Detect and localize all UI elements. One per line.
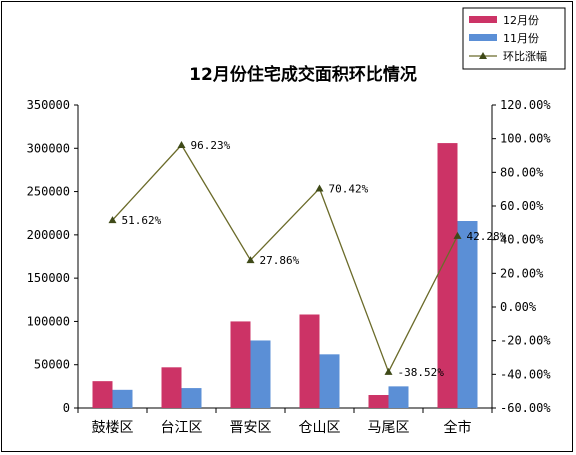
y-tick-label-left: 250000 [27,185,70,199]
y-tick-label-left: 150000 [27,271,70,285]
y-tick-label-left: 350000 [27,98,70,112]
y-tick-label-right: 60.00% [500,199,544,213]
y-tick-label-left: 100000 [27,314,70,328]
bar-current [230,321,251,408]
legend-swatch [469,16,497,23]
y-tick-label-left: 200000 [27,228,70,242]
y-tick-label-right: 120.00% [500,98,551,112]
line-marker [108,216,117,224]
line-marker [315,184,324,192]
data-label: 70.42% [329,182,369,195]
y-tick-label-left: 50000 [34,358,70,372]
line-marker [246,256,255,264]
bar-previous [112,389,133,408]
legend-marker [479,52,487,59]
y-tick-label-right: 0.00% [500,300,537,314]
chart-title: 12月份住宅成交面积环比情况 [189,64,417,85]
x-tick-label: 马尾区 [368,420,410,436]
data-label: -38.52% [398,366,445,379]
x-tick-label: 全市 [444,419,472,436]
bar-previous [319,354,340,408]
y-tick-label-right: 80.00% [500,165,544,179]
y-tick-label-right: -60.00% [500,401,551,415]
bar-current [299,314,320,408]
y-tick-label-right: 20.00% [500,266,544,280]
bar-current [161,367,182,408]
bar-previous [388,386,409,408]
line-series [112,143,459,374]
line-marker [177,141,186,149]
x-tick-label: 晋安区 [230,420,272,436]
y-tick-label-right: 40.00% [500,233,544,247]
x-tick-label: 鼓楼区 [92,420,134,436]
y-tick-label-right: 100.00% [500,132,551,146]
bar-previous [457,221,478,408]
line-marker [384,367,393,375]
legend-label: 11月份 [503,32,539,45]
x-tick-label: 台江区 [161,420,203,436]
bar-previous [250,340,271,408]
bar-previous [181,388,202,408]
line-marker [453,231,462,239]
data-label: 42.28% [467,230,507,243]
legend-label: 12月份 [503,14,539,27]
bar-current [92,381,113,408]
bar-current [437,143,458,408]
data-label: 51.62% [122,214,162,227]
y-tick-label-right: -20.00% [500,334,551,348]
plot-area: 350000 300000 250000 200000 150000 100000 5000… [27,98,552,436]
data-label: 96.23% [191,139,231,152]
data-label: 27.86% [260,254,300,267]
y-tick-label-left: 0 [63,401,70,415]
legend-swatch [469,34,497,41]
y-tick-label-left: 300000 [27,141,70,155]
y-tick-label-right: -40.00% [500,367,551,381]
bar-current [368,395,389,408]
legend-label: 环比涨幅 [503,50,547,63]
x-tick-label: 仓山区 [299,420,341,436]
